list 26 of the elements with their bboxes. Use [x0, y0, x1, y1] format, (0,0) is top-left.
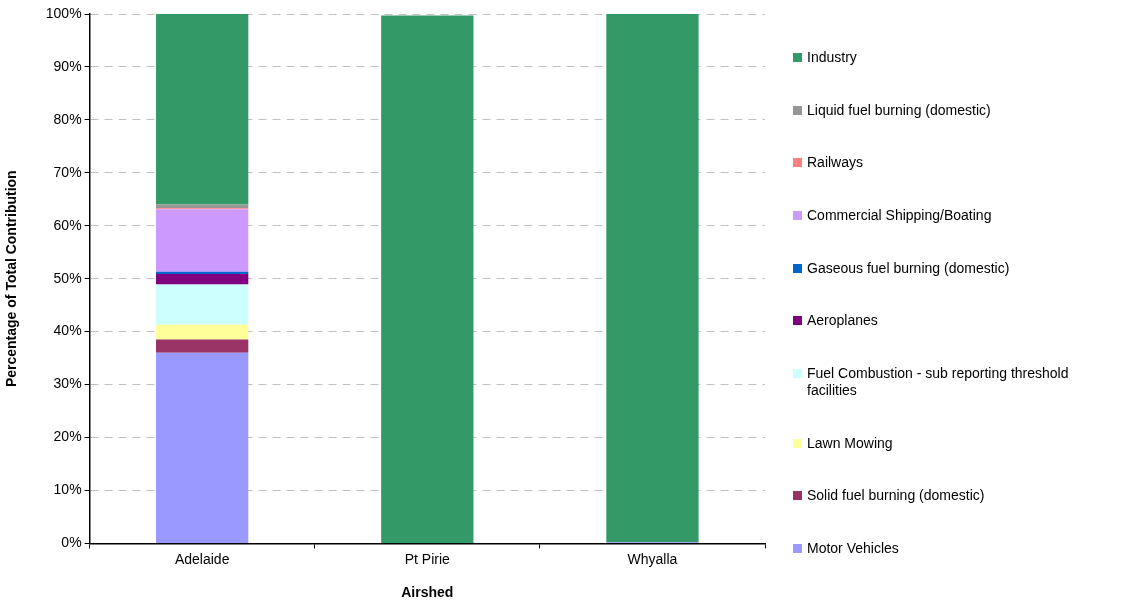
legend-label: Industry: [807, 48, 857, 66]
y-tick-label: 60%: [53, 216, 82, 233]
y-tick-label: 10%: [53, 481, 82, 498]
x-tick-label: Whyalla: [627, 550, 678, 567]
legend-label: Fuel Combustion - sub reporting threshold facilities: [807, 364, 1070, 399]
y-tick-label: 0%: [61, 534, 82, 551]
y-tick-label: 40%: [53, 322, 82, 339]
legend-label: Aeroplanes: [807, 312, 878, 330]
legend-label: Liquid fuel burning (domestic): [807, 101, 991, 119]
legend-label: Commercial Shipping/Boating: [807, 206, 992, 224]
y-tick-label: 90%: [53, 57, 82, 74]
x-axis-title: Airshed: [401, 584, 454, 601]
legend-label: Gaseous fuel burning (domestic): [807, 259, 1010, 277]
y-tick-label: 50%: [53, 269, 82, 286]
y-tick-label: 80%: [53, 110, 82, 127]
x-tick-label: Adelaide: [174, 550, 230, 567]
y-axis-title: Percentage of Total Contribution: [3, 170, 20, 388]
y-tick-label: 100%: [45, 4, 82, 21]
legend-label: Railways: [807, 154, 864, 172]
y-tick-label: 20%: [53, 428, 82, 445]
legend-label: Motor Vehicles: [807, 540, 899, 558]
y-tick-label: 70%: [53, 163, 82, 180]
legend-label: Lawn Mowing: [807, 434, 893, 452]
y-tick-label: 30%: [53, 375, 82, 392]
x-tick-label: Pt Pirie: [404, 550, 451, 567]
legend-label: Solid fuel burning (domestic): [807, 487, 985, 505]
